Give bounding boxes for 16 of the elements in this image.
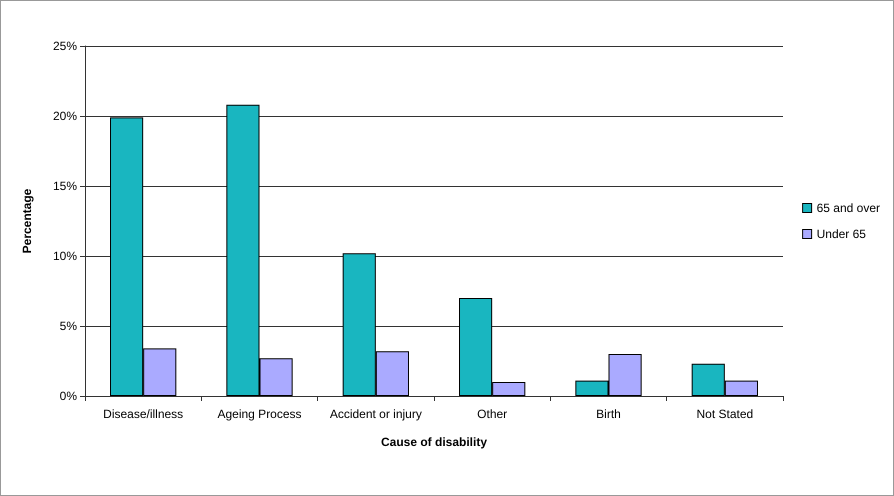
y-axis-title: Percentage [20, 188, 34, 254]
y-tick-label: 25% [52, 39, 78, 53]
x-tick-label: Ageing Process [217, 407, 302, 421]
legend-label: Under 65 [816, 227, 866, 241]
y-tick-label: 5% [60, 319, 78, 333]
x-axis-title: Cause of disability [380, 435, 488, 449]
y-tick-label: 15% [52, 179, 78, 193]
x-tick-label: Birth [596, 407, 621, 421]
x-tick-label: Accident or injury [330, 407, 422, 421]
legend-label: 65 and over [816, 201, 880, 215]
y-tick-label: 10% [52, 249, 78, 263]
y-tick-label: 0% [60, 389, 78, 403]
x-tick-label: Other [477, 407, 508, 421]
y-tick-label: 20% [52, 109, 78, 123]
x-tick-label: Not Stated [696, 407, 754, 421]
x-tick-label: Disease/illness [103, 407, 184, 421]
